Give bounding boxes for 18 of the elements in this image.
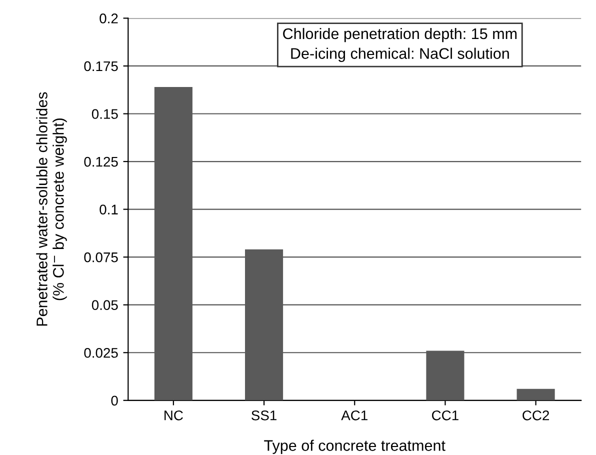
y-tick-label: 0.05: [92, 300, 118, 310]
x-axis-title: Type of concrete treatment: [264, 440, 446, 454]
y-tick-label: 0.025: [84, 348, 118, 358]
annotation: Chloride penetration depth: 15 mm De-icing chemical: NaCl solution: [283, 28, 517, 62]
x-tick-label: CC2: [522, 410, 549, 420]
x-tick-label: CC1: [432, 410, 458, 420]
y-axis-title: Penetrated water-soluble chlorides (% Cl$^{−}$ by concrete weight): [36, 92, 67, 326]
y-tick-label: 0.1: [100, 204, 118, 214]
y-tick-label: 0.15: [92, 109, 118, 119]
bar: [516, 388, 555, 400]
y-tick-label: 0.075: [84, 252, 118, 262]
y-tick-label: 0.2: [100, 14, 118, 24]
x-tick-label: AC1: [341, 410, 368, 420]
y-tick-label: 0.125: [84, 156, 118, 167]
x-tick-label: NC: [164, 410, 183, 420]
y-tick-label: 0.175: [84, 61, 118, 72]
x-tick-label: SS1: [252, 410, 276, 420]
y-tick-label: 0: [111, 396, 118, 406]
